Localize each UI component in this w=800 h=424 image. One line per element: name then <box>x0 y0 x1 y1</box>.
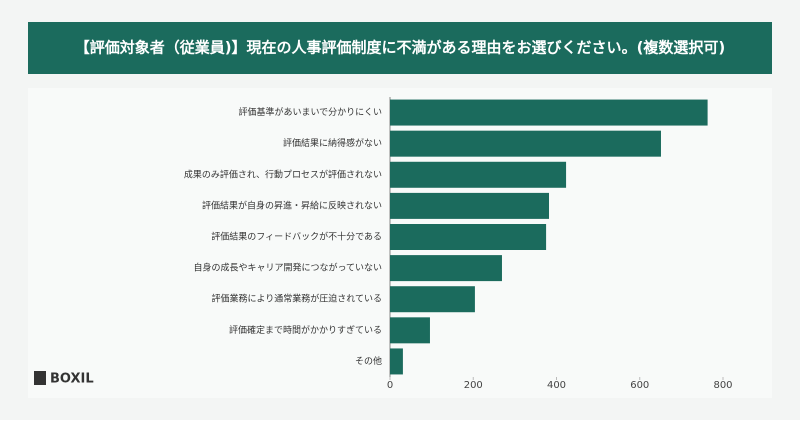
y-tick-label: 評価結果が自身の昇進・昇給に反映されない <box>202 199 382 211</box>
y-tick-label: 自身の成長やキャリア開発につながっていない <box>193 262 382 274</box>
y-tick-label: 評価確定まで時間がかかりすぎている <box>229 324 382 336</box>
x-tick-label: 400 <box>547 380 566 391</box>
x-tick-label: 200 <box>464 380 483 391</box>
bar <box>390 130 661 157</box>
bar <box>390 99 708 126</box>
bar <box>390 255 502 282</box>
y-tick-label: 評価結果に納得感がない <box>283 137 382 149</box>
y-tick-label: その他 <box>355 355 382 367</box>
bar <box>390 192 550 219</box>
bar <box>390 348 403 375</box>
bar <box>390 161 567 188</box>
x-tick-label: 0 <box>387 380 393 391</box>
brand-icon <box>34 371 46 385</box>
y-tick-label: 評価業務により通常業務が圧迫されている <box>211 293 382 305</box>
brand: BOXIL <box>50 372 94 387</box>
y-tick-label: 成果のみ評価され、行動プロセスが評価されない <box>184 168 382 180</box>
y-tick-label: 評価基準があいまいで分かりにくい <box>238 106 382 118</box>
bar <box>390 224 547 250</box>
header-bar <box>28 22 772 74</box>
bar <box>390 317 430 344</box>
bar <box>390 286 475 313</box>
x-tick-label: 800 <box>713 380 732 391</box>
x-tick-label: 600 <box>630 380 649 391</box>
y-tick-label: 評価結果のフィードバックが不十分である <box>211 231 382 243</box>
chart-title: 【評価対象者（従業員)】現在の人事評価制度に不満がある理由をお選びください。(複… <box>75 39 726 57</box>
